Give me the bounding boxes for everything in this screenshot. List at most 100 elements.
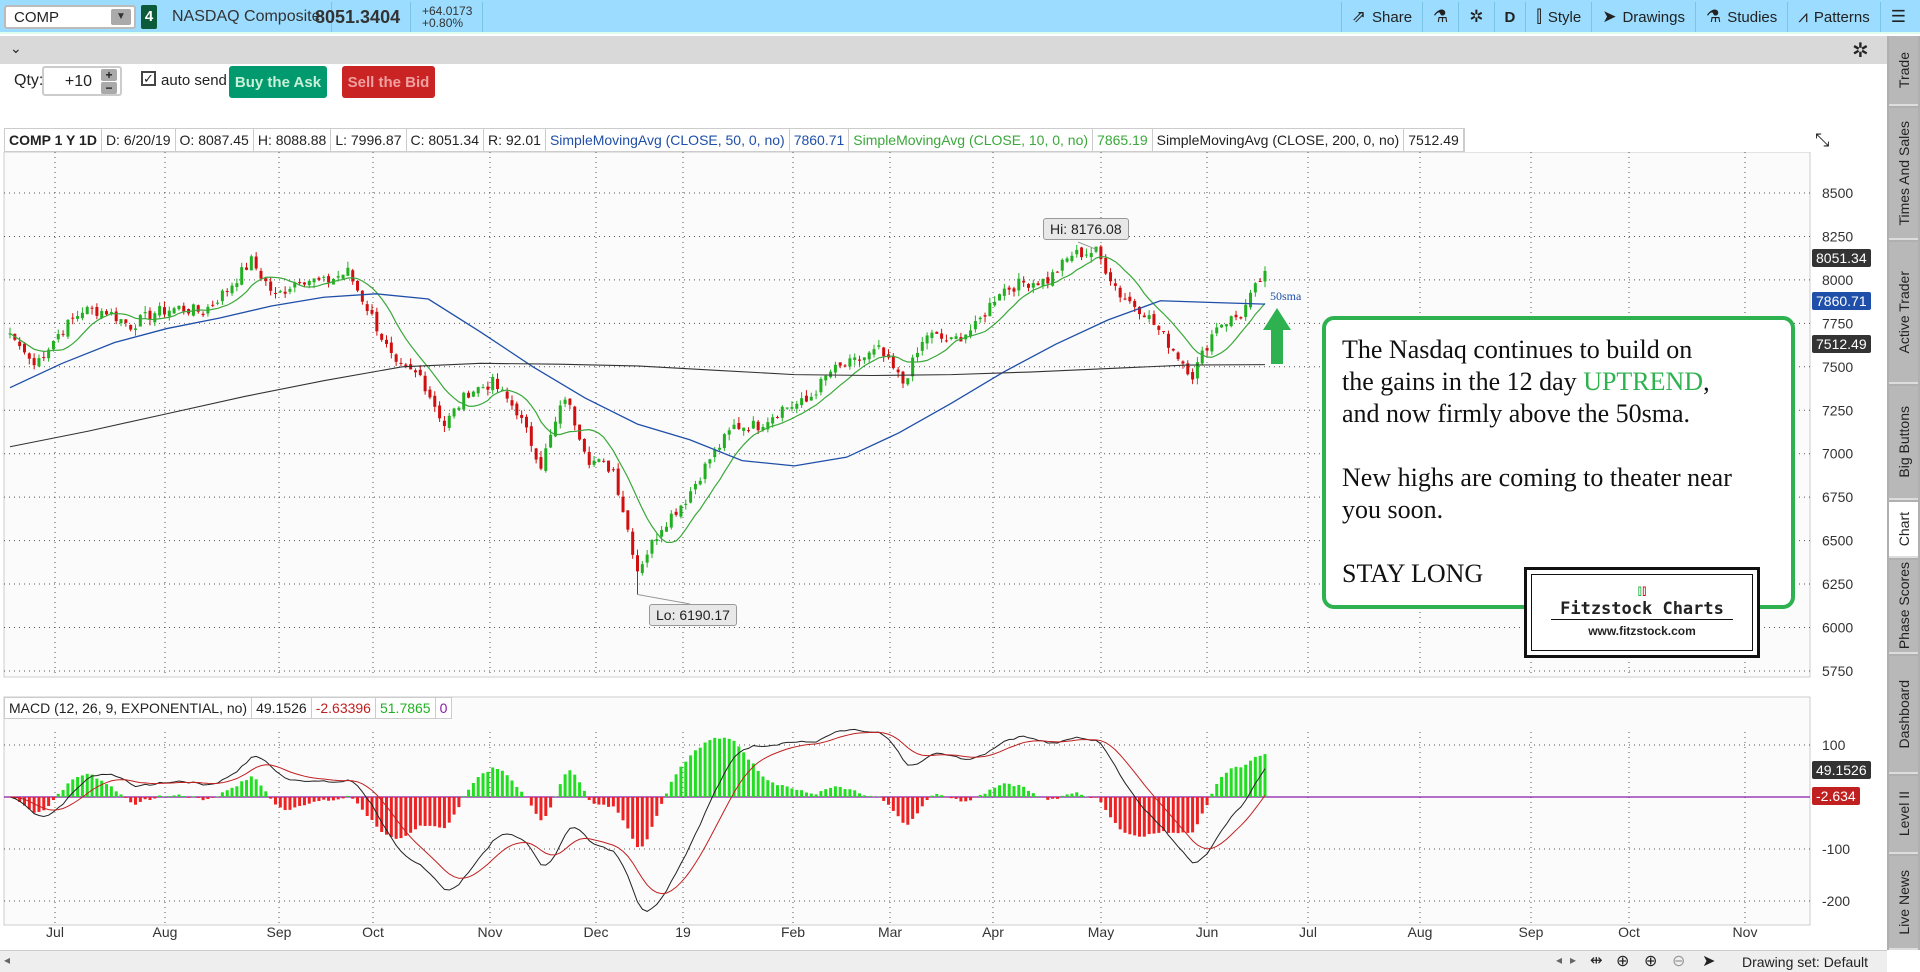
y-tick-label: 8250: [1822, 228, 1853, 244]
scroll-left-icon[interactable]: ◂: [4, 953, 11, 967]
candles-icon: ⫾⫾: [1637, 582, 1647, 598]
sidebar-tab-chart[interactable]: Chart: [1889, 502, 1918, 558]
link-group-badge[interactable]: 4: [141, 5, 157, 29]
candle: [42, 357, 46, 359]
candle: [500, 389, 504, 391]
decrement-button[interactable]: −: [101, 82, 117, 94]
menu-icon: ☰: [1890, 7, 1906, 26]
candle: [249, 256, 253, 271]
top-toolbar: COMP ▼ 4 NASDAQ Composite 8051.3404 +64.0…: [0, 0, 1920, 34]
d-button[interactable]: D: [1493, 2, 1526, 32]
share-button[interactable]: ⇗ Share: [1340, 2, 1422, 32]
x-tick-label: Jul: [1299, 924, 1317, 940]
zoom-in-icon[interactable]: ⊕: [1644, 953, 1658, 970]
candle: [558, 405, 562, 424]
sell-the-bid-button[interactable]: Sell the Bid: [342, 66, 435, 98]
style-button[interactable]: ⫿ Style: [1525, 2, 1591, 32]
candle: [549, 434, 553, 448]
macd-label[interactable]: MACD (12, 26, 9, EXPONENTIAL, no): [5, 698, 253, 718]
qty-stepper[interactable]: +10 + −: [42, 66, 122, 96]
y-tick-label: 6000: [1822, 620, 1853, 636]
candle: [1171, 348, 1175, 351]
sidebar-tab-times-and-sales[interactable]: Times And Sales: [1889, 108, 1918, 240]
flask-button[interactable]: ⚗: [1422, 2, 1458, 32]
candle: [143, 312, 147, 314]
auto-send-label: auto send: [161, 72, 227, 89]
x-tick-label: Nov: [1733, 924, 1758, 940]
candle: [1239, 317, 1243, 319]
candle: [1123, 298, 1127, 300]
patterns-button[interactable]: ⩘ Patterns: [1787, 2, 1879, 32]
symbol-selector[interactable]: COMP ▼: [4, 5, 136, 29]
candle: [27, 353, 31, 359]
candle: [302, 282, 306, 285]
drawing-set-selector[interactable]: Drawing set: Default: [1742, 954, 1869, 970]
candle: [1065, 258, 1069, 262]
cursor-icon[interactable]: ➤: [1702, 953, 1716, 970]
menu-button[interactable]: ☰: [1879, 2, 1916, 32]
bar-open: O: 8087.45: [176, 129, 254, 151]
candle: [674, 511, 678, 515]
candle: [245, 267, 249, 270]
candle: [1133, 301, 1137, 307]
pan-icon[interactable]: ⇹: [1590, 952, 1603, 969]
auto-send-checkbox[interactable]: ✓: [141, 71, 156, 86]
candle: [703, 463, 707, 480]
candle: [351, 270, 355, 282]
candle: [1166, 333, 1170, 348]
candle: [790, 407, 794, 409]
sma50-label[interactable]: SimpleMovingAvg (CLOSE, 50, 0, no): [546, 129, 790, 151]
increment-button[interactable]: +: [101, 69, 117, 81]
sma10-line: [9, 256, 1266, 544]
annotation-line: The Nasdaq continues to build on: [1342, 335, 1693, 364]
chevron-down-icon[interactable]: ⌄: [10, 40, 22, 56]
macd-diff-value: 51.7865: [376, 698, 436, 718]
sma50-value: 7860.71: [790, 129, 850, 151]
candle: [56, 334, 60, 340]
candle: [906, 378, 910, 385]
studies-button[interactable]: ⚗ Studies: [1694, 2, 1787, 32]
scroll-left-icon[interactable]: ◂: [1556, 953, 1563, 967]
crosshair-icon[interactable]: ⊕: [1616, 953, 1630, 970]
sidebar-tab-level-ii[interactable]: Level II: [1889, 776, 1918, 854]
gear-button[interactable]: ✲: [1458, 2, 1493, 32]
sidebar-tab-big-buttons[interactable]: Big Buttons: [1889, 386, 1918, 500]
chart-symbol: COMP 1 Y 1D: [5, 129, 102, 151]
candle: [1162, 331, 1166, 333]
zoom-out-icon[interactable]: ⊖: [1672, 953, 1686, 970]
drawings-button[interactable]: ➤ Drawings: [1591, 2, 1695, 32]
candle: [1099, 246, 1103, 260]
symbol-description: NASDAQ Composite: [162, 2, 332, 32]
sma10-label[interactable]: SimpleMovingAvg (CLOSE, 10, 0, no): [849, 129, 1094, 151]
sidebar-tab-live-news[interactable]: Live News: [1889, 856, 1918, 950]
sidebar-tab-dashboard[interactable]: Dashboard: [1889, 656, 1918, 774]
candle: [423, 375, 427, 392]
scroll-right-icon[interactable]: ▸: [1570, 953, 1577, 967]
sidebar-tab-phase-scores[interactable]: Phase Scores: [1889, 560, 1918, 654]
candle: [336, 276, 340, 278]
candle: [100, 310, 104, 319]
sidebar-tab-trade[interactable]: Trade: [1889, 36, 1918, 106]
candle: [838, 362, 842, 366]
x-tick-label: Dec: [584, 924, 609, 940]
y-tick-label: 7750: [1822, 315, 1853, 331]
buy-the-ask-button[interactable]: Buy the Ask: [229, 66, 327, 98]
tab-label: Times And Sales: [1895, 120, 1912, 226]
candle: [631, 531, 635, 555]
tab-label: Trade: [1895, 51, 1912, 89]
candle: [616, 468, 620, 495]
gear-icon[interactable]: ✲: [1852, 40, 1869, 62]
tab-label: Active Trader: [1895, 270, 1912, 354]
candle: [684, 503, 688, 505]
study-header: COMP 1 Y 1D D: 6/20/19 O: 8087.45 H: 808…: [4, 128, 1465, 152]
chevron-down-icon[interactable]: ▼: [111, 9, 131, 25]
right-sidebar: Trade Times And Sales Active Trader Big But…: [1887, 36, 1920, 950]
candle: [1128, 296, 1132, 302]
sma200-label[interactable]: SimpleMovingAvg (CLOSE, 200, 0, no): [1153, 129, 1405, 151]
percent-change: +0.80%: [422, 16, 464, 30]
sidebar-tab-active-trader[interactable]: Active Trader: [1889, 242, 1918, 384]
candle: [1229, 316, 1233, 327]
expand-icon[interactable]: ⤡: [1815, 130, 1830, 150]
candle: [829, 371, 833, 378]
x-tick-label: Sep: [267, 924, 292, 940]
